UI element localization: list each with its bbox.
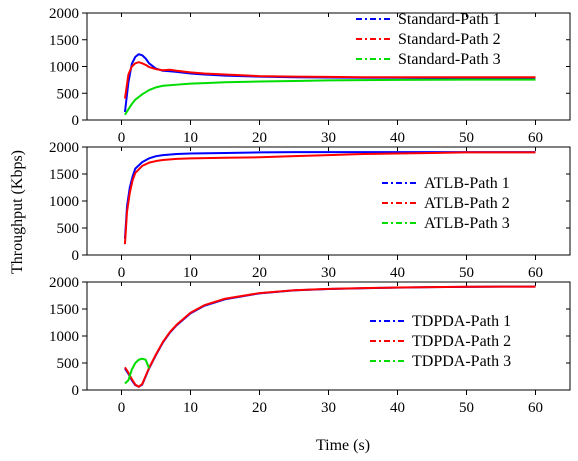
x-axis-label: Time (s) [316,437,370,454]
legend-label: Standard-Path 3 [398,51,501,68]
legend-label: ATLB-Path 1 [424,175,510,192]
legend-label: TDPDA-Path 3 [412,353,511,370]
y-tick-label: 500 [57,86,80,102]
series-line-3 [124,78,536,116]
x-tick-label: 50 [459,400,474,416]
x-tick-label: 10 [183,400,198,416]
y-tick-label: 1500 [49,167,79,183]
y-tick-label: 1500 [49,302,79,318]
x-tick-label: 10 [183,130,198,146]
y-tick-label: 1000 [49,60,79,76]
legend-label: Standard-Path 1 [398,11,501,28]
y-tick-label: 0 [72,383,80,399]
x-tick-label: 60 [528,265,543,281]
x-tick-label: 10 [183,265,198,281]
x-tick-label: 50 [459,265,474,281]
y-tick-label: 0 [72,248,80,264]
x-tick-label: 60 [528,130,543,146]
legend: TDPDA-Path 1 TDPDA-Path 2 TDPDA-Path 3 [370,313,511,370]
legend-label: ATLB-Path 3 [424,215,510,232]
y-axis-label: Throughput (Kbps) [9,150,26,274]
y-tick-label: 2000 [49,6,79,22]
y-tick-label: 2000 [49,275,79,291]
y-tick-label: 1000 [49,329,79,345]
chart-panel-3: 0 10 20 30 40 50 60 0 500 1000 1500 2000 TDPDA-Path … [49,275,571,416]
x-tick-label: 0 [118,130,126,146]
y-tick-label: 1500 [49,33,79,49]
y-tick-label: 0 [72,113,80,129]
x-tick-label: 30 [321,265,336,281]
x-tick-label: 0 [118,265,126,281]
x-tick-label: 20 [252,265,267,281]
series-line-2 [123,61,536,99]
legend-label: TDPDA-Path 1 [412,313,511,330]
series-line-3 [124,357,151,385]
y-tick-label: 1000 [49,194,79,210]
x-tick-label: 40 [390,400,405,416]
legend-label: TDPDA-Path 2 [412,333,511,350]
series-line-2 [123,151,536,245]
x-tick-label: 20 [252,400,267,416]
legend: Standard-Path 1 Standard-Path 2 Standard-P… [356,11,501,68]
legend-label: ATLB-Path 2 [424,195,510,212]
x-tick-label: 60 [528,400,543,416]
x-tick-label: 40 [390,265,405,281]
y-tick-label: 2000 [49,140,79,156]
chart-panel-2: 0 10 20 30 40 50 60 0 500 1000 1500 2000 ATLB-Path 1… [49,140,571,281]
legend-label: Standard-Path 2 [398,31,501,48]
legend: ATLB-Path 1 ATLB-Path 2 ATLB-Path 3 [382,175,510,232]
x-tick-label: 0 [118,400,126,416]
x-tick-label: 30 [321,130,336,146]
x-tick-label: 20 [252,130,267,146]
y-tick-label: 500 [57,356,80,372]
x-tick-label: 50 [459,130,474,146]
chart-panel-1: 0 10 20 30 40 50 60 0 500 1000 1500 2000 Standard-Pa… [49,6,571,146]
x-tick-label: 40 [390,130,405,146]
x-tick-label: 30 [321,400,336,416]
y-tick-label: 500 [57,221,80,237]
series-line-2 [124,285,536,388]
